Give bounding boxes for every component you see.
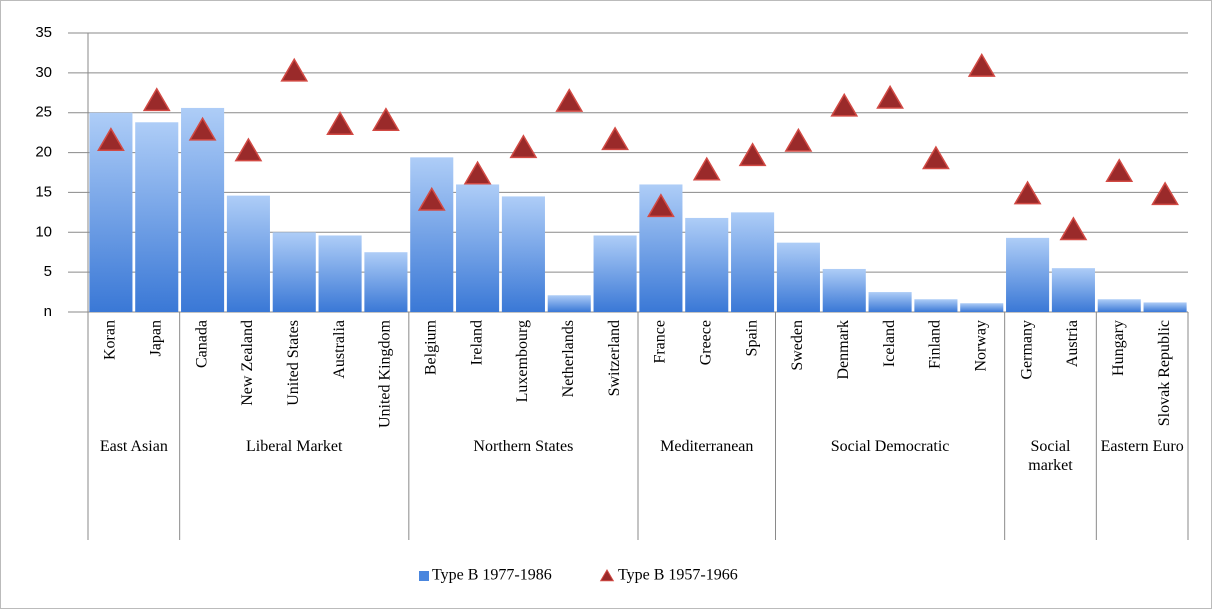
x-tick-label: Sweden xyxy=(789,320,806,371)
x-tick-label: United States xyxy=(285,320,302,406)
bar xyxy=(776,242,820,312)
bar xyxy=(135,122,179,312)
group-label: Liberal Market xyxy=(246,438,343,455)
x-tick-label: Australia xyxy=(331,320,348,379)
x-tick-label: Austria xyxy=(1064,320,1081,367)
group-label: Eastern Euro xyxy=(1100,438,1184,455)
triangle-marker xyxy=(692,156,721,181)
x-tick-label: Denmark xyxy=(835,320,852,380)
triangle-marker xyxy=(1059,216,1088,241)
x-tick-label: France xyxy=(652,320,669,364)
triangle-marker xyxy=(234,137,263,162)
y-tick-label: 5 xyxy=(44,263,52,280)
x-tick-label: Netherlands xyxy=(560,320,577,397)
triangle-marker xyxy=(830,92,859,117)
triangle-marker xyxy=(142,87,171,112)
bar xyxy=(914,299,958,312)
y-tick-label: 25 xyxy=(35,104,52,121)
triangle-marker xyxy=(1013,180,1042,205)
x-tick-label: Slovak Republic xyxy=(1156,320,1173,426)
bar xyxy=(1006,237,1050,312)
triangle-marker xyxy=(97,127,125,151)
x-tick-label: Luxembourg xyxy=(514,320,531,402)
x-tick-label: United Kingdom xyxy=(377,319,394,428)
x-tick-label: Switzerland xyxy=(606,320,623,396)
x-tick-label: Hungary xyxy=(1110,320,1127,376)
group-label: East Asian xyxy=(99,438,168,455)
legend-label: Type B 1977-1986 xyxy=(432,567,552,584)
bar xyxy=(822,268,866,312)
bar xyxy=(1097,299,1141,312)
bar xyxy=(960,303,1004,312)
triangle-marker xyxy=(738,142,767,167)
bar xyxy=(1143,302,1187,312)
x-tick-label: Spain xyxy=(743,320,760,356)
x-tick-label: Canada xyxy=(193,320,210,368)
triangle-marker xyxy=(601,126,629,151)
bar xyxy=(1051,268,1095,312)
bar xyxy=(547,295,591,312)
bar xyxy=(364,252,408,312)
x-tick-label: Norway xyxy=(972,320,989,372)
bar xyxy=(501,196,545,312)
triangle-marker xyxy=(1105,158,1134,183)
triangle-marker xyxy=(784,127,813,152)
x-tick-label: Ireland xyxy=(468,320,485,365)
triangle-marker xyxy=(463,160,492,185)
legend-swatch xyxy=(599,569,615,582)
legend-label: Type B 1957-1966 xyxy=(618,567,738,584)
bar xyxy=(226,195,270,312)
triangle-marker xyxy=(509,134,538,159)
y-tick-label: 15 xyxy=(35,183,52,200)
triangle-marker xyxy=(1151,181,1179,206)
x-tick-label: Finland xyxy=(927,320,944,369)
bar xyxy=(593,235,637,312)
y-tick-label: 20 xyxy=(35,144,52,161)
x-tick-label: Japan xyxy=(147,320,164,356)
x-tick-label: Koran xyxy=(102,320,119,360)
bar xyxy=(685,217,729,312)
y-tick-label: 30 xyxy=(35,64,52,81)
x-tick-label: Belgium xyxy=(422,319,439,375)
triangle-marker xyxy=(967,52,996,77)
bar xyxy=(410,157,454,312)
triangle-marker xyxy=(417,186,446,211)
x-tick-label: New Zealand xyxy=(239,320,256,406)
triangle-marker xyxy=(188,116,217,141)
triangle-marker xyxy=(280,57,309,82)
bar xyxy=(272,232,316,312)
y-tick-label: 35 xyxy=(35,24,52,41)
triangle-marker xyxy=(876,84,904,109)
x-tick-label: Germany xyxy=(1018,320,1035,380)
triangle-marker xyxy=(647,193,675,218)
bar xyxy=(868,292,912,312)
x-tick-label: Iceland xyxy=(881,320,898,367)
group-label: Social Democratic xyxy=(830,438,950,455)
bar xyxy=(181,107,225,312)
x-tick-label: Greece xyxy=(697,320,714,365)
legend-swatch xyxy=(419,571,429,581)
triangle-marker xyxy=(555,88,584,112)
bar xyxy=(456,184,500,312)
triangle-marker xyxy=(372,107,400,132)
y-tick-label: n xyxy=(44,303,52,320)
group-label: Social market xyxy=(1028,438,1073,474)
y-tick-label: 10 xyxy=(35,223,52,240)
bar xyxy=(318,235,362,312)
triangle-marker xyxy=(326,111,354,136)
bar xyxy=(731,212,775,312)
triangle-marker xyxy=(922,145,950,170)
group-label: Northern States xyxy=(473,438,574,455)
group-label: Mediterranean xyxy=(660,438,754,455)
